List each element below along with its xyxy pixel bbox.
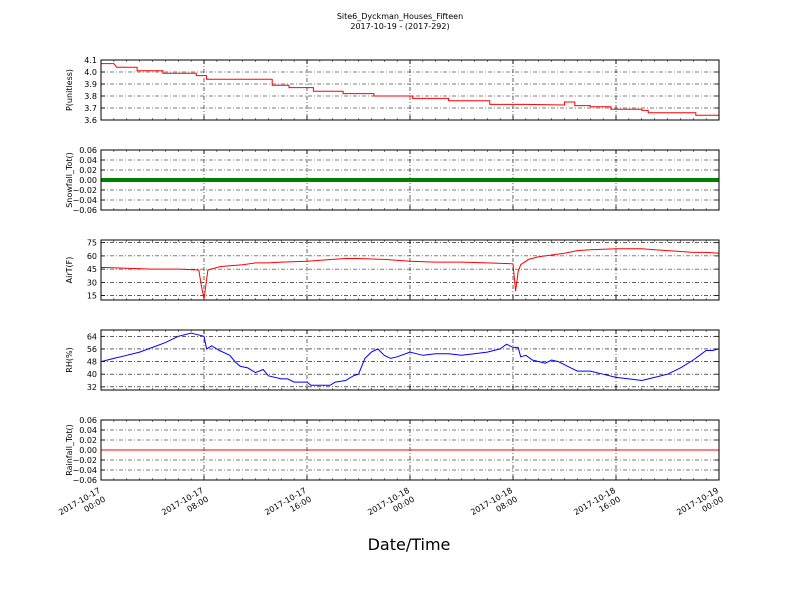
y-axis-label: P(unitless) <box>65 69 74 111</box>
y-tick-label: 3.8 <box>84 92 97 101</box>
y-tick-label: −0.04 <box>72 466 97 475</box>
y-axis-label: RH(%) <box>65 347 74 372</box>
x-axis-tick-labels: 2017-10-1700:00 2017-10-1708:00 2017-10-17… <box>57 486 725 526</box>
y-tick-label: −0.06 <box>72 206 97 215</box>
y-tick-label: 30 <box>87 278 97 287</box>
y-tick-label: 0.00 <box>79 176 97 185</box>
x-tick-label: 2017-10-1716:00 <box>263 486 313 526</box>
panel-frame <box>100 419 720 481</box>
x-tick-label: 2017-10-1708:00 <box>160 486 210 526</box>
y-tick-label: 0.02 <box>79 166 97 175</box>
y-tick-label: −0.04 <box>72 196 97 205</box>
data-series-line <box>101 248 719 300</box>
panel-2: −0.06−0.04−0.020.000.020.040.06 Snowfall_… <box>65 146 720 215</box>
panels: 3.63.73.83.94.04.1P(unitless)−0.06−0.04−… <box>65 56 720 485</box>
y-tick-label: −0.02 <box>72 186 97 195</box>
x-tick-label: 2017-10-1816:00 <box>572 486 622 526</box>
chart-title: Site6_Dyckman_Houses_Fifteen <box>337 12 463 21</box>
panel-1: 3.6 3.7 3.8 3.9 4.0 4.1 P(unitless) <box>65 56 720 125</box>
y-tick-label: 75 <box>87 239 97 248</box>
panel-3: 15 30 45 60 75 AirT(F) <box>65 239 720 301</box>
x-tick-label: 2017-10-1808:00 <box>469 486 519 526</box>
y-axis-label: Rainfall_Tot() <box>65 424 74 476</box>
data-series-line <box>101 332 719 386</box>
panel-frame <box>100 329 720 391</box>
y-tick-label: 0.04 <box>79 426 97 435</box>
y-tick-label: 3.7 <box>84 104 97 113</box>
y-tick-label: 3.6 <box>84 116 97 125</box>
panel-4: 32 40 48 56 64 RH(%) <box>65 329 720 392</box>
y-tick-label: 0.02 <box>79 436 97 445</box>
y-tick-label: −0.06 <box>72 476 97 485</box>
y-axis-label: AirT(F) <box>65 257 74 284</box>
y-tick-label: 64 <box>87 332 97 341</box>
data-series-line <box>101 63 719 116</box>
y-tick-label: 15 <box>87 292 97 301</box>
y-tick-label: 3.9 <box>84 80 97 89</box>
chart-subtitle: 2017-10-19 - (2017-292) <box>350 22 449 31</box>
x-tick-label: 2017-10-1700:00 <box>57 486 107 526</box>
panel-frame <box>100 149 720 211</box>
y-tick-label: −0.02 <box>72 456 97 465</box>
panel-5: −0.06−0.04−0.020.000.020.040.06 Rainfall_… <box>65 416 720 485</box>
y-tick-label: 4.0 <box>84 68 97 77</box>
y-tick-label: 32 <box>87 383 97 392</box>
y-tick-label: 45 <box>87 265 97 274</box>
y-tick-label: 0.04 <box>79 156 97 165</box>
y-tick-label: 60 <box>87 252 97 261</box>
panel-frame <box>100 239 720 301</box>
y-tick-label: 0.06 <box>79 416 97 425</box>
y-tick-label: 56 <box>87 345 97 354</box>
panel-frame <box>100 59 720 121</box>
x-tick-label: 2017-10-1900:00 <box>675 486 725 526</box>
x-axis-label: Date/Time <box>368 535 451 554</box>
y-tick-label: 48 <box>87 358 97 367</box>
y-tick-label: 0.06 <box>79 146 97 155</box>
y-axis-label: Snowfall_Tot() <box>65 152 74 208</box>
y-tick-label: 0.00 <box>79 446 97 455</box>
x-tick-label: 2017-10-1800:00 <box>366 486 416 526</box>
y-tick-label: 4.1 <box>84 56 97 65</box>
y-tick-label: 40 <box>87 370 97 379</box>
